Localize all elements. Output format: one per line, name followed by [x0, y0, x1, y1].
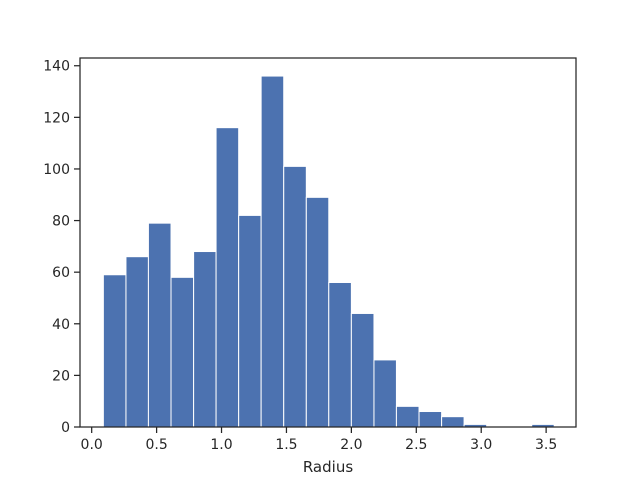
- histogram-bar: [260, 75, 285, 428]
- x-tick-label: 0.0: [81, 437, 103, 453]
- histogram-bar: [418, 411, 443, 428]
- y-tick-label: 20: [52, 368, 70, 384]
- x-tick-label: 2.0: [340, 437, 362, 453]
- y-tick-label: 40: [52, 317, 70, 333]
- histogram-bar: [350, 312, 375, 428]
- histogram-bar: [395, 405, 420, 428]
- y-tick-label: 100: [43, 162, 70, 178]
- plot-frame: [79, 57, 577, 428]
- x-tick-label: 3.0: [470, 437, 492, 453]
- histogram-bars: [102, 75, 555, 428]
- y-tick-label: 0: [61, 420, 70, 436]
- histogram-bar: [238, 214, 262, 428]
- histogram-bar: [441, 416, 465, 428]
- histogram-bar: [125, 256, 149, 428]
- histogram-bar: [373, 359, 397, 428]
- y-tick-label: 140: [43, 59, 70, 75]
- histogram-bar: [305, 196, 330, 428]
- x-axis-ticks: 0.0 0.5 1.0 1.5 2.0 2.5 3.0 3.5: [81, 427, 557, 453]
- x-axis-label: Radius: [303, 458, 353, 476]
- histogram-bar: [193, 251, 217, 428]
- x-tick-label: 1.0: [210, 437, 232, 453]
- x-tick-label: 1.5: [275, 437, 297, 453]
- y-tick-label: 80: [52, 214, 70, 230]
- y-axis-ticks: 0 20 40 60 80 100 120 140: [43, 59, 80, 436]
- y-tick-label: 120: [43, 110, 70, 126]
- histogram-bar: [170, 276, 195, 428]
- histogram-bar: [102, 274, 127, 428]
- histogram-bar: [215, 127, 240, 428]
- x-tick-label: 2.5: [405, 437, 427, 453]
- x-tick-label: 0.5: [145, 437, 167, 453]
- x-tick-label: 3.5: [535, 437, 557, 453]
- histogram-bar: [147, 222, 172, 428]
- histogram-bar: [283, 165, 307, 428]
- histogram-bar: [328, 281, 352, 428]
- y-tick-label: 60: [52, 265, 70, 281]
